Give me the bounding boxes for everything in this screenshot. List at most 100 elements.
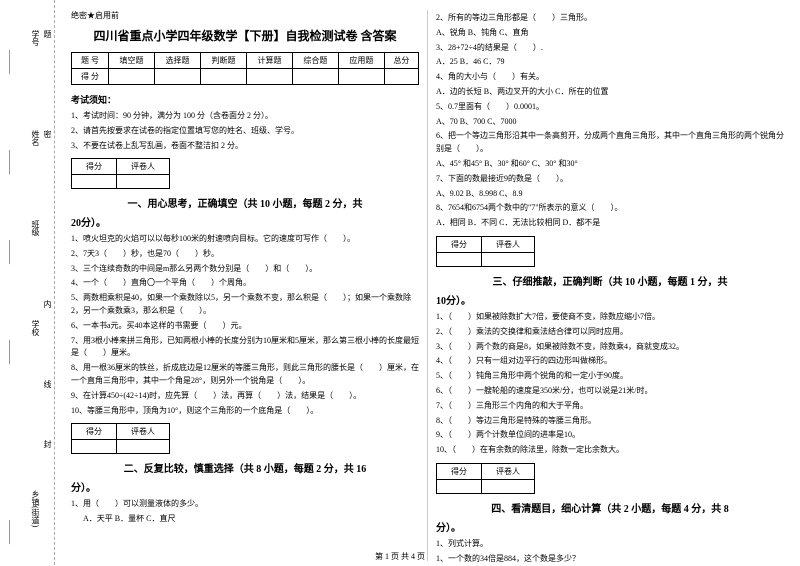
q: 1、（ ）如果被除数扩大7倍，要使商不变，除数应缩小7倍。 bbox=[436, 311, 784, 324]
margin-label-class: 班级 bbox=[30, 220, 41, 236]
q: 2、7天3（ ）秒，也是70（ ）秒。 bbox=[71, 248, 419, 261]
opt: A、70 B、700 C、7000 bbox=[436, 116, 784, 129]
opt: A．25 B．46 C．79 bbox=[436, 56, 784, 69]
th: 总分 bbox=[384, 53, 418, 69]
q: 1、用（ ）可以测量液体的多少。 bbox=[71, 498, 419, 511]
margin-label-school: 学校 bbox=[30, 320, 41, 336]
right-column: 2、所有的等边三角形都是（ ）三角形。 A、锐角 B、钝角 C、直角 3、28+… bbox=[428, 10, 792, 561]
grader-box: 得分评卷人 bbox=[436, 236, 535, 267]
q: 1、喷火坦克的火焰可以以每秒100米的射速喷向目标。它的速度可写作（ ）。 bbox=[71, 233, 419, 246]
content-area: 绝密★启用前 四川省重点小学四年级数学【下册】自我检测试卷 含答案 题 号 填空… bbox=[55, 0, 800, 565]
q: 6、（ ）一艘轮船的速度是350米/分，也可以说是21米/时。 bbox=[436, 385, 784, 398]
margin-label-town: 乡镇(街道) bbox=[30, 490, 41, 527]
th: 综合题 bbox=[292, 53, 338, 69]
q: 2、（ ）乘法的交换律和乘法结合律可以同时应用。 bbox=[436, 326, 784, 339]
q: 9、（ ）两个计数单位间的进率是10。 bbox=[436, 429, 784, 442]
q: 3、28+72÷4的结果是（ ）. bbox=[436, 42, 784, 55]
q: 2、所有的等边三角形都是（ ）三角形。 bbox=[436, 12, 784, 25]
mini-h: 得分 bbox=[437, 463, 482, 479]
margin-label-id: 学号 bbox=[30, 30, 41, 46]
q: 8、7654和6754两个数中的"7"所表示的意义（ ）。 bbox=[436, 202, 784, 215]
mini-h: 评卷人 bbox=[482, 236, 535, 252]
q: 9、在计算450÷(42÷14)时，应先算（ ）法，再算（ ）法，结果是（ ）。 bbox=[71, 390, 419, 403]
margin-field: ______ bbox=[8, 50, 17, 74]
exam-title: 四川省重点小学四年级数学【下册】自我检测试卷 含答案 bbox=[71, 27, 419, 44]
q: 4、（ ）只有一组对边平行的四边形叫做梯形。 bbox=[436, 355, 784, 368]
opt: A．天平 B．量杯 C．直尺 bbox=[71, 513, 419, 526]
binding-margin: 学号 ______ 题 姓名 ______ 密 班级 ______ 学校 ___… bbox=[0, 0, 55, 565]
opt: A、45° 和45° B、30° 和60° C、30° 和30° bbox=[436, 158, 784, 171]
mini-h: 评卷人 bbox=[117, 424, 170, 440]
mini-h: 得分 bbox=[72, 159, 117, 175]
section-3-heading: 三、仔细推敲，正确判断（共 10 小题，每题 1 分，共 bbox=[436, 273, 784, 288]
opt: A、9.02 B、8.998 C、8.9 bbox=[436, 188, 784, 201]
td: 得 分 bbox=[72, 69, 109, 85]
td bbox=[201, 69, 247, 85]
mini-h: 得分 bbox=[437, 236, 482, 252]
section-3b: 10分）。 bbox=[436, 292, 784, 307]
margin-field: ______ bbox=[8, 150, 17, 174]
q: 3、（ ）两个数的商是8，如果被除数不变，除数乘4，商就变成32。 bbox=[436, 341, 784, 354]
margin-field: ______ bbox=[8, 340, 17, 364]
td bbox=[155, 69, 201, 85]
q: 10、（ ）在有余数的除法里，除数一定比余数大。 bbox=[436, 444, 784, 457]
section-1b: 20分）。 bbox=[71, 214, 419, 229]
margin-field: ______ bbox=[8, 520, 17, 544]
th: 判断题 bbox=[201, 53, 247, 69]
score-table: 题 号 填空题 选择题 判断题 计算题 综合题 应用题 总分 得 分 bbox=[71, 52, 419, 85]
th: 填空题 bbox=[109, 53, 155, 69]
td bbox=[384, 69, 418, 85]
margin-field: ______ bbox=[8, 240, 17, 264]
left-column: 绝密★启用前 四川省重点小学四年级数学【下册】自我检测试卷 含答案 题 号 填空… bbox=[63, 10, 428, 561]
q: 3、三个连续奇数的中间是m那么另两个数分别是（ ）和（ ）。 bbox=[71, 263, 419, 276]
q: 7、用3根小棒来拼三角形，已知两根小棒的长度分别为10厘米和5厘米，那么第三根小… bbox=[71, 335, 419, 361]
th: 题 号 bbox=[72, 53, 109, 69]
th: 计算题 bbox=[246, 53, 292, 69]
page-footer: 第 1 页 共 4 页 bbox=[0, 551, 800, 562]
margin-label-name: 姓名 bbox=[30, 130, 41, 146]
dash: 线 bbox=[42, 380, 53, 388]
opt: A．边的长短 B、两边叉开的大小 C．所在的位置 bbox=[436, 86, 784, 99]
section-1-heading: 一、用心思考，正确填空（共 10 小题，每题 2 分，共 bbox=[71, 195, 419, 210]
q: 4、角的大小与（ ）有关。 bbox=[436, 71, 784, 84]
td bbox=[109, 69, 155, 85]
td bbox=[338, 69, 384, 85]
opt: A、锐角 B、钝角 C、直角 bbox=[436, 27, 784, 40]
notice: 3、不要在试卷上乱写乱画，卷面不整洁扣 2 分。 bbox=[71, 140, 419, 152]
mini-h: 得分 bbox=[72, 424, 117, 440]
mini-h: 评卷人 bbox=[117, 159, 170, 175]
td bbox=[292, 69, 338, 85]
q: 6、把一个等边三角形沿其中一条高剪开，分成两个直角三角形，其中一个直角三角形的两… bbox=[436, 130, 784, 156]
section-2b: 分）。 bbox=[71, 479, 419, 494]
opt: A．相同 B．不同 C．无法比较相同 D．都不是 bbox=[436, 217, 784, 230]
secret-tag: 绝密★启用前 bbox=[71, 10, 419, 21]
q: 1、列式计算。 bbox=[436, 538, 784, 551]
q: 5、0.7里面有（ ）0.0001。 bbox=[436, 101, 784, 114]
section-4b: 分）。 bbox=[436, 519, 784, 534]
mini-h: 评卷人 bbox=[482, 463, 535, 479]
grader-box: 得分评卷人 bbox=[71, 158, 170, 189]
th: 选择题 bbox=[155, 53, 201, 69]
q: 8、用一根36厘米的铁丝，折成底边是12厘米的等腰三角形，则此三角形的腰长是（ … bbox=[71, 362, 419, 388]
dash: 题 bbox=[42, 30, 53, 38]
notice: 1、考试时间：90 分钟，满分为 100 分（含卷面分 2 分）。 bbox=[71, 110, 419, 122]
dash: 内 bbox=[42, 300, 53, 308]
q: 5、两数相乘积是40，如果一个乘数除以5，另一个乘数不变，那么积是（ ）；如果一… bbox=[71, 292, 419, 318]
dash: 封 bbox=[42, 440, 53, 448]
q: 5、（ ）钝角三角形中两个锐角的和一定小于90度。 bbox=[436, 370, 784, 383]
td bbox=[246, 69, 292, 85]
notice: 2、请首先按要求在试卷的指定位置填写您的姓名、班级、学号。 bbox=[71, 125, 419, 137]
dash: 密 bbox=[42, 130, 53, 138]
q: 7、（ ）三角形三个内角的和大于平角。 bbox=[436, 400, 784, 413]
th: 应用题 bbox=[338, 53, 384, 69]
grader-box: 得分评卷人 bbox=[71, 423, 170, 454]
q: 10、等腰三角形中，顶角为10°，则这个三角形的一个底角是（ ）。 bbox=[71, 405, 419, 418]
q: 8、（ ）等边三角形是特殊的等腰三角形。 bbox=[436, 415, 784, 428]
section-2-heading: 二、反复比较，慎重选择（共 8 小题，每题 2 分，共 16 bbox=[71, 460, 419, 475]
q: 7、下面的数最接近9的数是（ ）。 bbox=[436, 173, 784, 186]
notice-heading: 考试须知： bbox=[71, 93, 419, 106]
q: 6、一本书a元。买40本这样的书需要（ ）元。 bbox=[71, 320, 419, 333]
grader-box: 得分评卷人 bbox=[436, 463, 535, 494]
section-4-heading: 四、看清题目，细心计算（共 2 小题，每题 4 分，共 8 bbox=[436, 500, 784, 515]
q: 4、一个（ ）直角〇一个平角（ ）个周角。 bbox=[71, 277, 419, 290]
